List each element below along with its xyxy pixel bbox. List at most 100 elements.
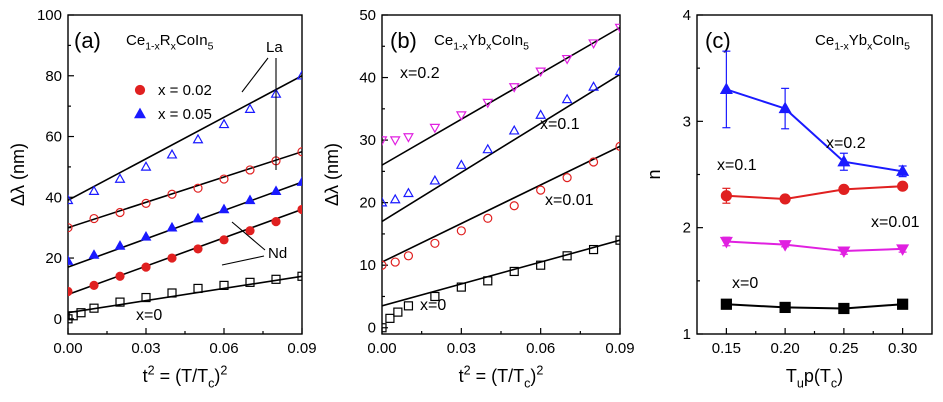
data-point <box>167 288 177 298</box>
data-point <box>114 240 126 250</box>
data-point <box>115 271 125 281</box>
data-point <box>88 185 100 196</box>
data-point <box>719 236 733 249</box>
series-x=0.01 <box>382 141 620 270</box>
data-point <box>588 244 599 255</box>
data-point <box>720 298 732 310</box>
series-x = 0.05 <box>68 176 302 268</box>
data-point <box>76 308 86 318</box>
y-tick-label: 4 <box>683 7 691 24</box>
data-point <box>192 212 204 223</box>
x-tick-label: 0.25 <box>829 340 858 357</box>
legend-title: Ce1-xRxCoIn5​ <box>126 32 214 53</box>
data-point <box>778 101 792 114</box>
legend-marker <box>134 84 146 96</box>
x-tick-label: 0.06 <box>209 340 238 357</box>
data-point <box>779 301 791 314</box>
annotation-nd: Nd <box>268 245 287 262</box>
chart-panel-2: 0.15 0.20 0.25 0.30 1 2 3 4 Tup(Tc) n (c) Ce1-xYbxC… <box>644 7 933 390</box>
data-point <box>382 323 387 333</box>
y-tick-label: 40 <box>359 70 376 87</box>
y-tick-label: 1 <box>683 326 691 343</box>
data-point <box>561 54 573 65</box>
fit-line <box>68 208 302 296</box>
data-point <box>245 277 255 287</box>
data-point <box>430 238 440 248</box>
data-point <box>296 176 302 186</box>
x-tick-label: 0.06 <box>526 340 555 357</box>
data-point <box>430 291 440 302</box>
x-tick-label: 0.00 <box>367 340 396 357</box>
data-point <box>536 260 546 270</box>
series-line <box>726 303 903 310</box>
data-point <box>455 111 467 121</box>
data-point <box>89 213 99 224</box>
data-point <box>89 280 99 290</box>
data-point <box>403 187 414 198</box>
data-point <box>562 173 572 183</box>
data-point <box>614 65 620 76</box>
series-x=0.2 <box>382 23 620 166</box>
data-point <box>389 136 401 146</box>
data-point <box>167 189 177 199</box>
data-point <box>614 23 620 34</box>
series-label: x=0.1 <box>540 116 580 133</box>
y-tick-label: 10 <box>359 257 376 274</box>
data-point <box>245 165 255 175</box>
data-point <box>838 183 850 195</box>
data-point <box>167 253 177 263</box>
data-point <box>429 174 441 185</box>
data-point <box>456 226 466 236</box>
data-point <box>778 240 792 252</box>
data-point <box>588 81 599 91</box>
y-axis-label: Δλ (nm) <box>8 143 28 206</box>
data-point <box>535 109 547 119</box>
annotation-x0: x=0 <box>136 307 162 324</box>
data-point <box>382 196 388 207</box>
data-point <box>115 207 125 218</box>
series-x=0.01 <box>719 236 910 259</box>
annotation-la: La <box>266 39 283 56</box>
data-point <box>219 174 229 184</box>
data-point <box>140 161 152 171</box>
data-point <box>271 274 281 284</box>
y-tick-label: 100 <box>37 7 62 24</box>
y-tick-label: 2 <box>683 220 691 237</box>
data-point <box>382 136 388 146</box>
data-point <box>244 194 256 205</box>
series-x = 0.02 <box>68 147 302 233</box>
data-point <box>68 194 74 205</box>
data-point <box>296 69 302 80</box>
data-point <box>403 133 414 143</box>
data-point <box>403 301 414 311</box>
data-point <box>456 282 466 292</box>
data-point <box>615 235 620 245</box>
data-point <box>68 223 73 233</box>
data-point <box>897 298 909 310</box>
data-point <box>429 123 441 134</box>
data-point <box>68 286 73 297</box>
x-axis-label: t2 = (T/Tc)2​ <box>459 363 544 390</box>
data-point <box>141 292 151 303</box>
data-point <box>482 98 494 109</box>
series-label: x=0.1 <box>717 157 757 174</box>
fit-line <box>382 26 620 166</box>
legend-title: Ce1-xYbxCoIn5​ <box>815 32 910 53</box>
x-axis-label: t2 = (T/Tc)2​ <box>143 363 228 390</box>
arrow <box>231 221 266 251</box>
series-label: x=0.01 <box>545 192 594 209</box>
data-point <box>455 159 467 169</box>
data-point <box>719 82 733 95</box>
y-tick-label: 3 <box>683 113 691 130</box>
arrow <box>241 57 269 93</box>
legend-entry: x = 0.02 <box>158 82 212 99</box>
x-tick-label: 0.20 <box>771 340 800 357</box>
data-point <box>166 221 178 232</box>
data-point <box>218 118 230 129</box>
data-point <box>588 157 599 167</box>
data-point <box>271 216 281 227</box>
data-point <box>561 93 573 104</box>
arrow <box>221 255 265 266</box>
y-tick-label: 80 <box>45 68 62 85</box>
